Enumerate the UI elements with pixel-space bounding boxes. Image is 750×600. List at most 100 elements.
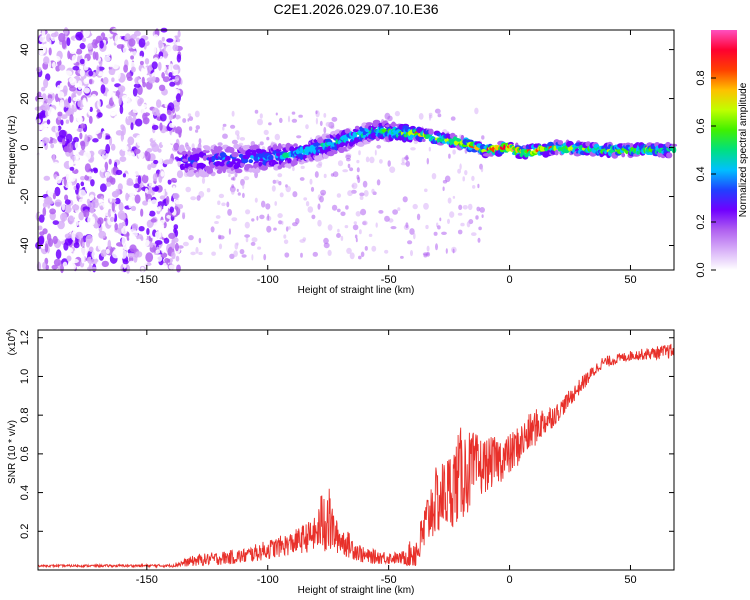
spectrogram-cell bbox=[190, 251, 196, 256]
spectrogram-cell bbox=[56, 84, 61, 94]
spectrogram-y-ticks: -40 -20 0 20 40 bbox=[19, 43, 674, 253]
spectrogram-cell bbox=[337, 228, 340, 233]
spectrogram-cell bbox=[143, 124, 151, 130]
spectrogram-cell bbox=[88, 246, 94, 253]
spectrogram-cell bbox=[175, 126, 183, 136]
spectrogram-cell bbox=[241, 254, 247, 258]
spectrogram-cell bbox=[217, 200, 221, 206]
spectrogram-cell bbox=[83, 224, 90, 234]
spectrogram-cell bbox=[66, 142, 74, 153]
spectrogram-cell bbox=[164, 58, 171, 66]
spectrogram-cell bbox=[65, 119, 70, 124]
spectrogram-cell bbox=[121, 236, 127, 246]
spectrogram-cell bbox=[69, 114, 74, 123]
spectrogram-cell bbox=[287, 226, 291, 230]
spectrogram-cell bbox=[412, 203, 418, 210]
spectrogram-cell bbox=[52, 235, 58, 245]
spectrogram-cell bbox=[166, 109, 172, 115]
spectrogram-cell bbox=[161, 141, 169, 146]
spectrogram-cell bbox=[230, 177, 235, 181]
spectrogram-cell bbox=[148, 178, 152, 187]
spectrogram-cell bbox=[76, 116, 83, 124]
spectrogram-cell bbox=[218, 235, 225, 240]
spectrogram-cell bbox=[323, 237, 329, 244]
spectrogram-cell bbox=[317, 203, 321, 210]
spectrogram-cell bbox=[130, 122, 134, 131]
spectrogram-cell bbox=[166, 223, 172, 231]
spectrogram-cell bbox=[133, 61, 140, 65]
colorbar-tick-label: 0.4 bbox=[695, 166, 707, 181]
spectrogram-cell bbox=[460, 222, 465, 227]
spectrogram-cell bbox=[178, 84, 183, 90]
spectrogram-cell bbox=[272, 179, 277, 184]
spectrogram-cell bbox=[140, 191, 145, 196]
spectrogram-cell bbox=[135, 251, 143, 258]
spectrogram-y-tick-label: 20 bbox=[19, 92, 31, 104]
spectrogram-cell bbox=[54, 199, 62, 208]
spectrogram-cell bbox=[235, 130, 240, 136]
spectrogram-cell bbox=[89, 194, 95, 200]
spectrogram-cell bbox=[49, 208, 56, 215]
spectrogram-cell bbox=[121, 113, 126, 119]
spectrogram-cell bbox=[547, 141, 555, 147]
spectrogram-cell bbox=[445, 248, 448, 254]
spectrogram-cell bbox=[172, 64, 180, 70]
spectrogram-cell bbox=[49, 254, 54, 261]
spectrogram-cell bbox=[175, 114, 181, 120]
spectrogram-cell bbox=[135, 118, 143, 127]
spectrogram-cell bbox=[120, 60, 124, 67]
spectrogram-cell bbox=[170, 177, 177, 183]
spectrogram-cell bbox=[42, 137, 50, 144]
spectrogram-cell bbox=[364, 246, 368, 251]
spectrogram-cell bbox=[400, 255, 404, 259]
spectrogram-cell bbox=[257, 118, 263, 126]
spectrogram-cell bbox=[336, 233, 341, 238]
spectrogram-cell bbox=[60, 119, 64, 126]
spectrogram-cell bbox=[104, 135, 111, 140]
spectrogram-cell bbox=[102, 77, 109, 85]
spectrogram-cell bbox=[318, 161, 323, 166]
spectrogram-cell bbox=[471, 175, 475, 182]
spectrogram-cell bbox=[365, 122, 373, 126]
spectrogram-cell bbox=[237, 192, 241, 196]
spectrogram-cell bbox=[39, 35, 47, 43]
spectrogram-cell bbox=[325, 121, 332, 127]
spectrogram-cell bbox=[303, 197, 308, 201]
snr-x-tick-label: 0 bbox=[506, 574, 512, 586]
spectrogram-cell bbox=[116, 44, 125, 49]
spectrogram-y-label: Frequency (Hz) bbox=[7, 116, 18, 185]
spectrogram-cell bbox=[154, 240, 163, 245]
spectrogram-cell bbox=[59, 82, 65, 90]
spectrogram-cell bbox=[198, 237, 202, 244]
spectrogram-cell bbox=[126, 181, 134, 186]
spectrogram-cell bbox=[143, 208, 150, 216]
spectrogram-cell bbox=[384, 215, 390, 222]
spectrogram-cell bbox=[114, 223, 118, 231]
spectrogram-cell bbox=[67, 215, 75, 225]
spectrogram-cell bbox=[431, 173, 437, 180]
spectrogram-cell bbox=[166, 38, 174, 43]
spectrogram-cell bbox=[162, 76, 170, 83]
spectrogram-cell bbox=[405, 222, 409, 229]
spectrogram-cell bbox=[444, 175, 451, 183]
spectrogram-cell bbox=[326, 151, 335, 157]
spectrogram-cell bbox=[54, 31, 59, 37]
spectrogram-cell bbox=[458, 204, 463, 210]
spectrogram-cell bbox=[73, 242, 80, 249]
spectrogram-cell bbox=[127, 136, 135, 146]
spectrogram-cell bbox=[75, 31, 83, 41]
spectrogram-cell bbox=[353, 221, 357, 225]
spectrogram-cell bbox=[167, 102, 175, 111]
spectrogram-cell bbox=[80, 141, 86, 151]
spectrogram-cell bbox=[81, 37, 87, 42]
spectrogram-cell bbox=[85, 239, 91, 248]
spectrogram-cell bbox=[158, 84, 166, 92]
spectrogram-cell bbox=[360, 251, 365, 258]
snr-y-tick-label: 0.8 bbox=[19, 408, 31, 423]
spectrogram-cell bbox=[152, 133, 156, 141]
spectrogram-cell bbox=[76, 128, 84, 132]
spectrogram-cell bbox=[336, 208, 341, 213]
snr-panel: -150 -100 -50 0 50 0.2 0.4 0.6 0.8 1.0 1.2 Height… bbox=[6, 329, 675, 596]
spectrogram-cell bbox=[87, 145, 95, 152]
spectrogram-cell bbox=[407, 240, 413, 245]
